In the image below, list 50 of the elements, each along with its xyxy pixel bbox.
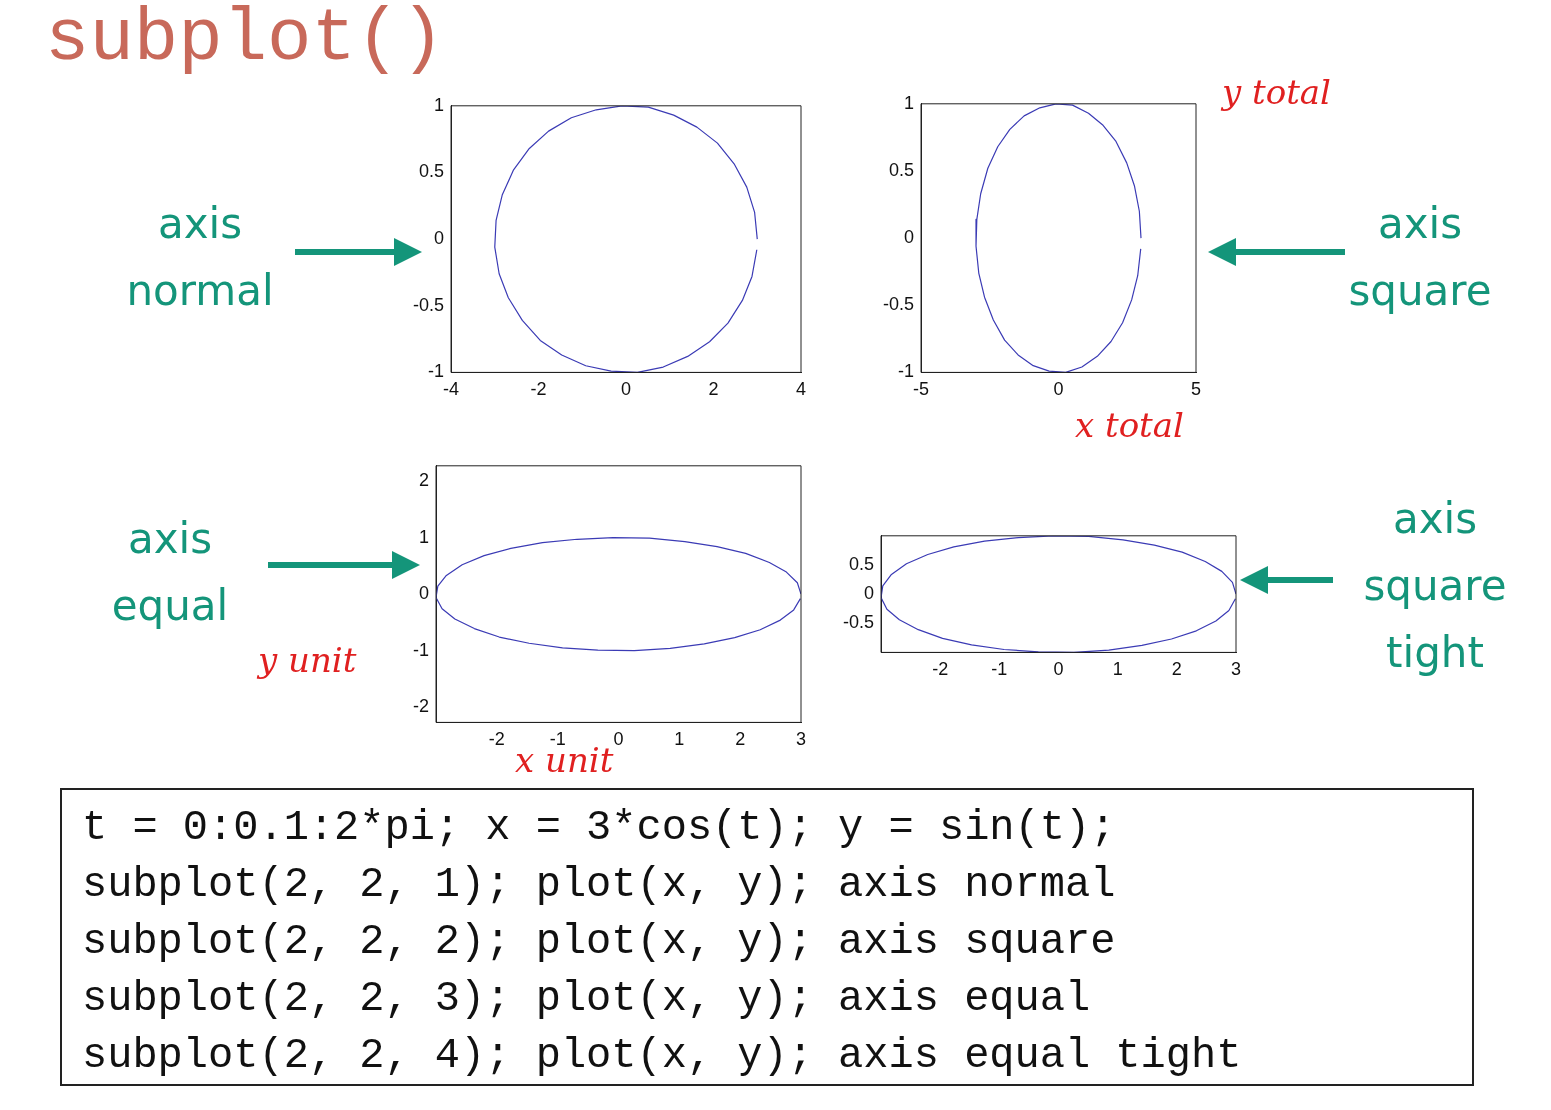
text: axis square (1347, 198, 1493, 318)
x-tick-label: 4 (795, 379, 807, 400)
text: t = 0:0.1:2*pi; x = 3*cos(t); y = sin(t); (82, 804, 1116, 852)
text: axis square tight (1362, 493, 1508, 680)
x-tick-label: 0 (1053, 379, 1064, 400)
y-tick-label: 0.5 (888, 159, 915, 180)
y-tick-label: -0.5 (882, 294, 915, 315)
y-tick-label: 0 (418, 583, 429, 604)
x-tick-label: 3 (1230, 659, 1242, 680)
x-tick-label: 5 (1190, 379, 1202, 400)
y-tick-label: -1 (428, 361, 445, 382)
x-tick-label: 0 (1053, 659, 1064, 680)
y-tick-label: -1 (898, 361, 915, 382)
y-tick-label: 1 (418, 526, 429, 547)
text: axis equal (110, 513, 230, 633)
y-tick-label: 1 (434, 94, 445, 115)
y-tick-label: 0 (434, 228, 445, 249)
y-tick-label: 1 (904, 92, 915, 113)
text: axis normal (125, 198, 275, 318)
y-tick-label: 0.5 (418, 161, 445, 182)
x-tick-label: -2 (530, 379, 547, 400)
text: y unit (258, 640, 357, 680)
x-tick-label: -4 (443, 379, 460, 400)
x-tick-label: 2 (735, 729, 746, 750)
y-tick-label: 0 (904, 227, 915, 248)
x-tick-label: 2 (1171, 659, 1182, 680)
text: subplot(2, 2, 3); plot(x, y); axis equal (82, 975, 1091, 1023)
y-tick-label: 0.5 (848, 553, 875, 574)
x-tick-label: -2 (488, 729, 505, 750)
text: subplot(2, 2, 2); plot(x, y); axis square (82, 918, 1116, 966)
x-tick-label: 1 (674, 729, 685, 750)
text: x total (1075, 405, 1184, 445)
y-tick-label: -1 (412, 639, 429, 660)
x-tick-label: 0 (621, 379, 632, 400)
y-tick-label: -0.5 (412, 294, 445, 315)
x-tick-label: -2 (932, 659, 949, 680)
y-tick-label: 2 (418, 470, 429, 491)
text: subplot() (45, 0, 445, 81)
x-tick-label: -1 (991, 659, 1008, 680)
y-tick-label: 0 (864, 583, 875, 604)
x-tick-label: 3 (795, 729, 807, 750)
x-tick-label: -5 (913, 379, 930, 400)
text: y total (1222, 72, 1331, 112)
y-tick-label: -2 (412, 696, 429, 717)
x-tick-label: 2 (708, 379, 719, 400)
x-tick-label: 1 (1112, 659, 1123, 680)
text: subplot(2, 2, 4); plot(x, y); axis equal tight (82, 1032, 1242, 1080)
text: subplot(2, 2, 1); plot(x, y); axis normal (82, 861, 1116, 909)
x-tick-label: 0 (613, 729, 624, 750)
y-tick-label: -0.5 (842, 612, 875, 633)
